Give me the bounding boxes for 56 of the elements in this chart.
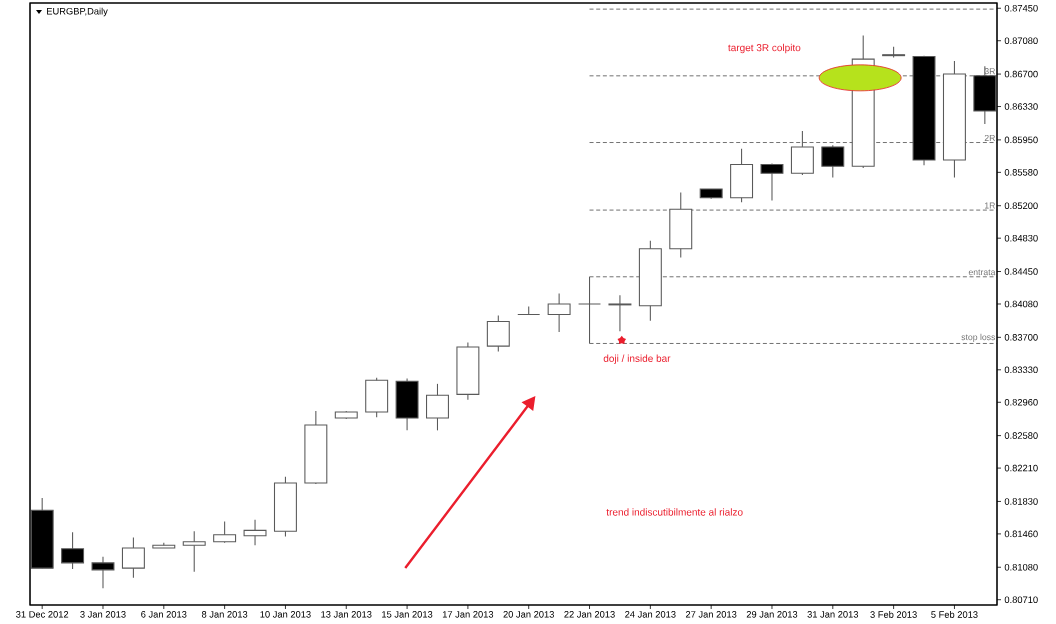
y-tick-label: 0.83700 [1004,334,1038,341]
annotation: target 3R colpito [728,43,801,54]
y-tick-label: 0.80710 [1004,596,1038,604]
y-tick-label: 0.84080 [1004,300,1038,308]
chart-title: EURGBP,Daily [47,7,108,17]
x-tick-label: 3 Jan 2013 [80,611,126,618]
candlestick [547,292,571,333]
y-tick-label: 0.82580 [1004,432,1038,439]
candlestick [760,163,784,201]
ref-line-label: entrata [968,269,996,276]
x-tick-label: 31 Dec 2012 [16,611,69,618]
y-tick-label: 0.85200 [1004,202,1038,209]
candlestick [182,530,206,573]
candlestick [121,536,145,579]
x-tick-label: 13 Jan 2013 [321,611,372,618]
ref-line-label: 1R [985,202,995,209]
ref-line-label: 2R [984,134,995,141]
y-tick-label: 0.81460 [1004,530,1038,538]
x-tick-label: 27 Jan 2013 [685,611,737,618]
y-tick-label: 0.81830 [1004,498,1038,505]
x-tick-label: 15 Jan 2013 [382,611,433,618]
y-tick-label: 0.84830 [1004,234,1038,242]
y-tick-label: 0.85580 [1004,169,1038,176]
candlestick [426,383,449,431]
y-tick-label: 0.85950 [1004,136,1038,144]
y-tick-label: 0.86700 [1004,70,1038,78]
y-tick-label: 0.82960 [1004,398,1038,406]
x-tick-label: 8 Jan 2013 [201,611,248,618]
x-tick-label: 24 Jan 2013 [625,611,676,618]
annotation: doji / inside bar [603,354,671,364]
candlestick [243,519,267,546]
x-tick-label: 5 Feb 2013 [931,611,978,618]
y-tick-label: 0.84450 [1004,268,1038,275]
x-tick-label: 22 Jan 2013 [564,611,615,618]
candlestick [91,556,115,589]
x-tick-label: 31 Jan 2013 [807,611,859,618]
y-tick-label: 0.83330 [1004,366,1038,374]
candlestick [213,521,237,544]
y-tick-label: 0.87450 [1004,4,1038,12]
candlestick [61,531,85,570]
x-tick-label: 20 Jan 2013 [503,611,554,618]
y-tick-label: 0.87080 [1004,37,1038,45]
y-tick-label: 0.81080 [1004,563,1038,571]
candlestick [608,294,632,332]
x-tick-label: 6 Jan 2013 [141,611,187,618]
ref-line-label: 3R [984,68,995,75]
candlestick [821,144,845,179]
ref-line-label: stop loss [961,333,996,342]
x-tick-label: 29 Jan 2013 [746,611,798,618]
y-tick-label: 0.82210 [1004,464,1038,472]
y-tick-label: 0.86330 [1004,103,1038,110]
x-tick-label: 17 Jan 2013 [442,611,494,618]
candlestick [578,276,602,345]
x-tick-label: 3 Feb 2013 [870,611,917,618]
annotation: trend indiscutibilmente al rialzo [606,508,743,516]
x-tick-label: 10 Jan 2013 [260,611,311,618]
